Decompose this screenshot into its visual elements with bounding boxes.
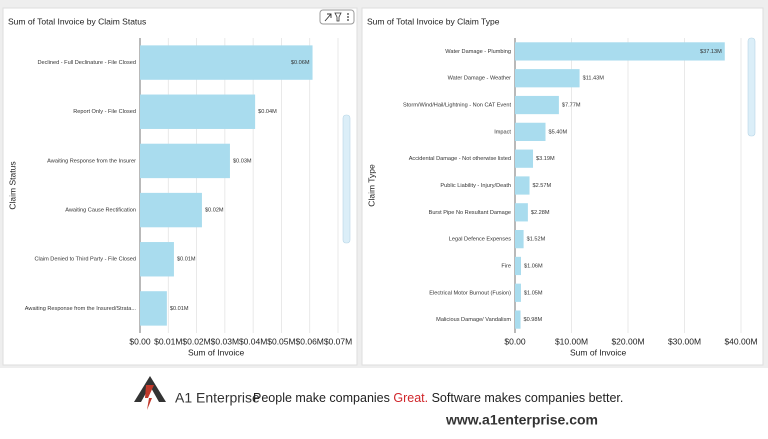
- category-label: Report Only - File Closed: [73, 109, 136, 115]
- x-tick-label: $0.07M: [324, 336, 352, 346]
- value-label: $1.06M: [524, 263, 543, 269]
- bar: [515, 95, 559, 115]
- value-label: $5.40M: [549, 129, 568, 135]
- category-label: Malicious Damage/ Vandalism: [436, 317, 511, 323]
- x-tick-label: $0.00: [129, 336, 151, 346]
- x-tick-label: $0.03M: [211, 336, 239, 346]
- category-label: Storm/Wind/Hail/Lightning - Non CAT Even…: [403, 103, 511, 109]
- slogan: People make companies Great. Software ma…: [253, 391, 623, 405]
- value-label: $0.02M: [205, 208, 224, 214]
- url: www.a1enterprise.com: [445, 412, 598, 428]
- menu-dot[interactable]: [347, 13, 349, 15]
- category-label: Impact: [494, 129, 511, 135]
- value-label: $0.01M: [177, 257, 196, 263]
- category-label: Legal Defence Expenses: [449, 237, 511, 243]
- brand: A1 Enterprise: [175, 390, 260, 406]
- bar: [140, 45, 313, 80]
- scrollbar[interactable]: [342, 114, 351, 244]
- x-tick-label: $0.01M: [154, 336, 182, 346]
- x-tick-label: $0.05M: [267, 336, 295, 346]
- expand-icon[interactable]: [324, 13, 332, 22]
- bar: [140, 242, 174, 277]
- chart-title: Sum of Total Invoice by Claim Status: [8, 16, 146, 26]
- slogan-part: Software: [428, 391, 481, 405]
- menu-dot[interactable]: [347, 16, 349, 18]
- panel: [361, 7, 764, 366]
- x-axis-title: Sum of Invoice: [570, 347, 626, 357]
- logo-accent: [145, 385, 154, 410]
- value-label: $1.52M: [527, 237, 546, 243]
- x-tick-label: $0.02M: [182, 336, 210, 346]
- value-label: $2.57M: [533, 183, 552, 189]
- slogan-part: People make companies: [253, 391, 393, 405]
- x-tick-label: $0.04M: [239, 336, 267, 346]
- menu-dot[interactable]: [347, 19, 349, 21]
- value-label: $0.01M: [170, 306, 189, 312]
- bar: [515, 230, 524, 249]
- slogan-part: makes companies better.: [481, 391, 623, 405]
- x-tick-label: $30.00M: [668, 336, 701, 346]
- y-axis-title: Claim Status: [7, 161, 17, 209]
- chart-title: Sum of Total Invoice by Claim Type: [367, 16, 500, 26]
- category-label: Fire: [501, 263, 511, 269]
- bar: [515, 256, 521, 276]
- value-label: $0.03M: [233, 158, 252, 164]
- filter-icon[interactable]: [334, 12, 342, 22]
- x-tick-label: $0.00: [504, 336, 526, 346]
- category-label: Burst Pipe No Resultant Damage: [429, 210, 511, 216]
- value-label: $0.06M: [291, 60, 310, 66]
- category-label: Water Damage - Weather: [448, 76, 512, 82]
- bar: [140, 291, 167, 326]
- toolbar[interactable]: [319, 9, 355, 25]
- x-tick-label: $40.00M: [724, 336, 757, 346]
- value-label: $7.77M: [562, 103, 581, 109]
- bar: [140, 94, 256, 129]
- bar: [515, 310, 521, 329]
- x-tick-label: $0.06M: [296, 336, 324, 346]
- bar: [515, 69, 580, 88]
- value-label: $37.13M: [700, 49, 722, 55]
- category-label: Declined - Full Declinature - File Close…: [37, 60, 136, 66]
- x-tick-label: $20.00M: [611, 336, 644, 346]
- bar: [515, 283, 521, 302]
- category-label: Awaiting Response from the Insured/Strat…: [25, 306, 137, 312]
- category-label: Claim Denied to Third Party - File Close…: [34, 257, 136, 263]
- value-label: $3.19M: [536, 156, 555, 162]
- category-label: Accidental Damage - Not otherwise listed: [409, 156, 511, 162]
- value-label: $2.28M: [531, 210, 550, 216]
- scrollbar[interactable]: [747, 37, 756, 137]
- value-label: $1.05M: [524, 290, 543, 296]
- category-label: Public Liability - Injury/Death: [440, 183, 511, 189]
- bar: [515, 176, 530, 195]
- value-label: $0.98M: [524, 317, 543, 323]
- bar: [515, 149, 534, 168]
- category-label: Awaiting Response from the Insurer: [47, 158, 136, 164]
- logo: [134, 376, 166, 402]
- value-label: $0.04M: [258, 109, 277, 115]
- y-axis-title: Claim Type: [366, 164, 376, 207]
- bar: [515, 122, 546, 141]
- x-axis-title: Sum of Invoice: [188, 347, 244, 357]
- footer: A1 Enterprise People make companies Grea…: [134, 376, 623, 428]
- bar: [140, 192, 202, 228]
- slogan-part: Great.: [393, 391, 428, 405]
- bar: [140, 143, 230, 179]
- x-tick-label: $10.00M: [555, 336, 588, 346]
- value-label: $11.43M: [583, 76, 605, 82]
- category-label: Water Damage - Plumbing: [445, 49, 511, 55]
- bar: [515, 203, 528, 222]
- category-label: Awaiting Cause Rectification: [65, 208, 136, 214]
- category-label: Electrical Motor Burnout (Fusion): [429, 290, 511, 296]
- bar: [515, 42, 725, 61]
